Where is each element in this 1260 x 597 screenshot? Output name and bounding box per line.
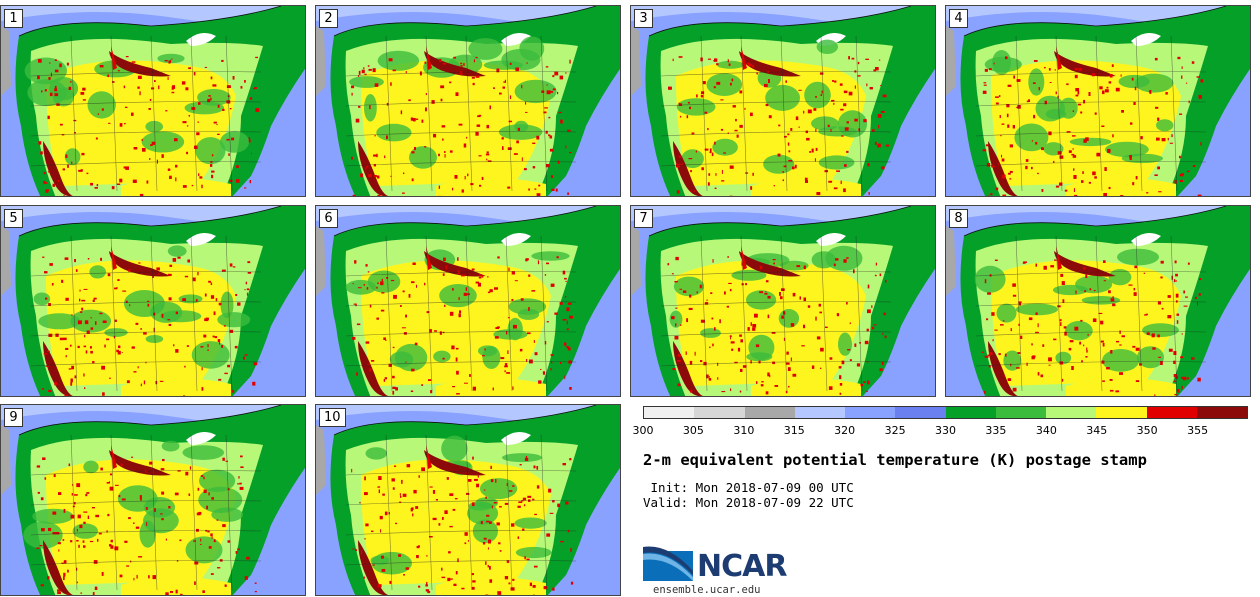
colorbar-segment — [644, 407, 695, 418]
member-map — [631, 206, 935, 396]
member-label: 4 — [949, 9, 968, 28]
member-map — [316, 206, 620, 396]
ncar-logo-icon — [643, 546, 693, 581]
member-panel-3[interactable]: 3 — [630, 5, 936, 197]
colorbar-tick-label: 305 — [682, 424, 704, 437]
member-map — [946, 6, 1250, 196]
member-map — [1, 6, 305, 196]
member-panel-10[interactable]: 10 — [315, 404, 621, 596]
colorbar-segment — [694, 407, 745, 418]
colorbar-tick-label: 350 — [1136, 424, 1158, 437]
colorbar-tick-labels: 300 305 310 315 320 325 330 335 340 345 350 355 — [633, 424, 1248, 438]
member-panel-7[interactable]: 7 — [630, 205, 936, 397]
valid-time: Valid: Mon 2018-07-09 22 UTC — [643, 495, 854, 510]
colorbar-segment — [1046, 407, 1097, 418]
colorbar-tick-label: 345 — [1086, 424, 1108, 437]
colorbar-segment — [1146, 407, 1197, 418]
colorbar-segment — [995, 407, 1046, 418]
member-panel-9[interactable]: 9 — [0, 404, 306, 596]
init-time: Init: Mon 2018-07-09 00 UTC — [643, 480, 854, 495]
colorbar-tick-label: 315 — [783, 424, 805, 437]
colorbar-tick-label: 320 — [834, 424, 856, 437]
member-panel-4[interactable]: 4 — [945, 5, 1251, 197]
member-label: 1 — [4, 9, 23, 28]
member-panel-5[interactable]: 5 — [0, 205, 306, 397]
member-label: 10 — [319, 408, 346, 427]
member-label: 3 — [634, 9, 653, 28]
colorbar-tick-label: 310 — [733, 424, 755, 437]
member-map — [1, 405, 305, 595]
ncar-wordmark: NCAR — [697, 549, 787, 584]
member-map — [316, 405, 620, 595]
colorbar — [643, 406, 1248, 419]
member-label: 7 — [634, 209, 653, 228]
colorbar-tick-label: 335 — [985, 424, 1007, 437]
colorbar-segment — [1196, 407, 1247, 418]
member-panel-6[interactable]: 6 — [315, 205, 621, 397]
member-map — [316, 6, 620, 196]
member-map — [946, 206, 1250, 396]
colorbar-segment — [945, 407, 996, 418]
colorbar-tick-label: 300 — [632, 424, 654, 437]
colorbar-segment — [895, 407, 946, 418]
colorbar-segment — [744, 407, 795, 418]
member-label: 5 — [4, 209, 23, 228]
colorbar-segment — [1096, 407, 1147, 418]
member-label: 8 — [949, 209, 968, 228]
member-panel-8[interactable]: 8 — [945, 205, 1251, 397]
member-map — [1, 206, 305, 396]
member-panel-1[interactable]: 1 — [0, 5, 306, 197]
member-label: 2 — [319, 9, 338, 28]
member-label: 6 — [319, 209, 338, 228]
colorbar-tick-label: 330 — [935, 424, 956, 437]
logo-url: ensemble.ucar.edu — [653, 584, 761, 596]
figure-title: 2-m equivalent potential temperature (K)… — [643, 451, 1147, 469]
colorbar-tick-label: 355 — [1187, 424, 1209, 437]
colorbar-tick-label: 325 — [884, 424, 906, 437]
member-panel-2[interactable]: 2 — [315, 5, 621, 197]
member-label: 9 — [4, 408, 23, 427]
colorbar-tick-label: 340 — [1035, 424, 1057, 437]
colorbar-segment — [794, 407, 845, 418]
member-map — [631, 6, 935, 196]
colorbar-segment — [845, 407, 896, 418]
